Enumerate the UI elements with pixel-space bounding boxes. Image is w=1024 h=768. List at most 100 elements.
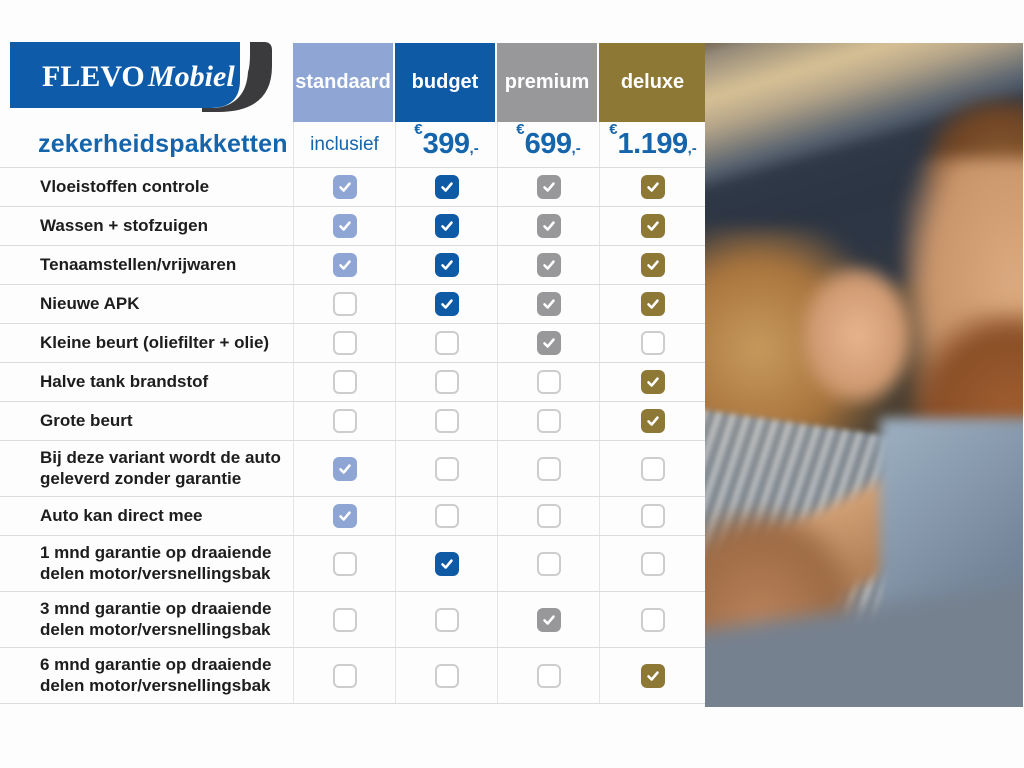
feature-row: Auto kan direct mee [0, 497, 706, 536]
feature-cell-budget [395, 246, 497, 284]
checkbox-unchecked-standaard[interactable] [332, 370, 357, 394]
feature-cell-budget [395, 207, 497, 245]
price-amount: 699 [524, 128, 572, 160]
checkbox-checked-standaard[interactable] [332, 456, 357, 481]
check-icon [542, 260, 555, 270]
checkbox-unchecked-deluxe[interactable] [641, 504, 665, 528]
check-icon [647, 299, 659, 309]
feature-row: Wassen + stofzuigen [0, 207, 706, 246]
logo-banner [10, 42, 240, 108]
checkbox-unchecked-standaard[interactable] [332, 551, 357, 576]
feature-label: Auto kan direct mee [40, 505, 203, 525]
feature-label: Kleine beurt (oliefilter + olie) [40, 332, 270, 352]
checkbox-unchecked-premium[interactable] [536, 504, 561, 528]
feature-cell-deluxe [599, 402, 706, 440]
checkbox-unchecked-budget[interactable] [434, 504, 459, 528]
checkbox-checked-premium[interactable] [536, 253, 561, 277]
checkbox-checked-premium[interactable] [536, 292, 561, 316]
feature-label: Wassen + stofzuigen [40, 215, 208, 235]
check-icon [338, 511, 351, 521]
feature-cell-deluxe [599, 648, 706, 703]
feature-cell-budget [395, 536, 497, 591]
checkbox-checked-budget[interactable] [434, 292, 459, 316]
checkbox-unchecked-standaard[interactable] [332, 292, 357, 316]
checkbox-checked-deluxe[interactable] [641, 214, 665, 238]
package-header-premium: premium [497, 43, 597, 122]
checkbox-checked-deluxe[interactable] [641, 370, 665, 394]
feature-cell-deluxe [599, 497, 706, 535]
checkbox-checked-deluxe[interactable] [641, 292, 665, 316]
page-title: zekerheidspakketten [38, 130, 288, 158]
checkbox-unchecked-budget[interactable] [434, 456, 459, 481]
checkbox-unchecked-premium[interactable] [536, 551, 561, 576]
package-header-label: deluxe [620, 71, 685, 93]
checkbox-unchecked-standaard[interactable] [332, 663, 357, 688]
feature-cell-deluxe [599, 285, 706, 323]
feature-row: Nieuwe APK [0, 285, 706, 324]
checkbox-unchecked-premium[interactable] [536, 456, 561, 481]
price-cell-deluxe: €1.199,- [599, 121, 706, 167]
checkbox-checked-premium[interactable] [536, 331, 561, 355]
feature-cell-premium [497, 324, 599, 362]
feature-cell-standaard [293, 324, 395, 362]
checkbox-checked-budget[interactable] [434, 253, 459, 277]
checkbox-unchecked-premium[interactable] [536, 370, 561, 394]
checkbox-checked-budget[interactable] [434, 214, 459, 238]
check-icon [338, 260, 351, 270]
checkbox-unchecked-budget[interactable] [434, 409, 459, 433]
check-icon [542, 338, 555, 348]
feature-cell-standaard [293, 246, 395, 284]
check-icon [338, 221, 351, 231]
checkbox-checked-deluxe[interactable] [641, 663, 665, 688]
checkbox-checked-standaard[interactable] [332, 214, 357, 238]
checkbox-unchecked-deluxe[interactable] [641, 456, 665, 481]
feature-cell-standaard [293, 168, 395, 206]
checkbox-unchecked-deluxe[interactable] [641, 607, 665, 632]
checkbox-unchecked-deluxe[interactable] [641, 331, 665, 355]
checkbox-unchecked-premium[interactable] [536, 409, 561, 433]
checkbox-checked-budget[interactable] [434, 175, 459, 199]
check-icon [440, 558, 453, 569]
checkbox-checked-premium[interactable] [536, 607, 561, 632]
checkbox-unchecked-standaard[interactable] [332, 607, 357, 632]
feature-row: Kleine beurt (oliefilter + olie) [0, 324, 706, 363]
checkbox-checked-budget[interactable] [434, 551, 459, 576]
price-suffix: ,- [687, 140, 697, 157]
check-icon [542, 221, 555, 231]
feature-cell-premium [497, 402, 599, 440]
checkbox-checked-standaard[interactable] [332, 175, 357, 199]
feature-cell-standaard [293, 648, 395, 703]
feature-cell-premium [497, 285, 599, 323]
checkbox-checked-premium[interactable] [536, 214, 561, 238]
checkbox-checked-deluxe[interactable] [641, 175, 665, 199]
checkbox-unchecked-premium[interactable] [536, 663, 561, 688]
checkbox-checked-premium[interactable] [536, 175, 561, 199]
checkbox-unchecked-budget[interactable] [434, 370, 459, 394]
check-icon [542, 182, 555, 192]
package-header-label: premium [504, 71, 590, 93]
check-icon [440, 182, 453, 192]
checkbox-unchecked-standaard[interactable] [332, 331, 357, 355]
checkbox-checked-standaard[interactable] [332, 504, 357, 528]
feature-cell-budget [395, 441, 497, 496]
logo-graphic: FLEVO Mobiel [10, 42, 272, 112]
checkbox-unchecked-budget[interactable] [434, 331, 459, 355]
feature-cell-premium [497, 592, 599, 647]
checkbox-unchecked-standaard[interactable] [332, 409, 357, 433]
checkbox-checked-deluxe[interactable] [641, 253, 665, 277]
checkbox-unchecked-deluxe[interactable] [641, 551, 665, 576]
check-icon [440, 299, 453, 309]
checkbox-unchecked-budget[interactable] [434, 607, 459, 632]
check-icon [647, 416, 659, 426]
feature-label: 1 mnd garantie op draaiende delen motor/… [40, 543, 272, 583]
feature-cell-standaard [293, 536, 395, 591]
checkbox-checked-standaard[interactable] [332, 253, 357, 277]
check-icon [338, 463, 351, 474]
checkbox-unchecked-budget[interactable] [434, 663, 459, 688]
feature-row: Bij deze variant wordt de auto geleverd … [0, 441, 706, 497]
currency-symbol: € [414, 121, 423, 138]
feature-cell-budget [395, 324, 497, 362]
feature-row: Tenaamstellen/vrijwaren [0, 246, 706, 285]
checkbox-checked-deluxe[interactable] [641, 409, 665, 433]
